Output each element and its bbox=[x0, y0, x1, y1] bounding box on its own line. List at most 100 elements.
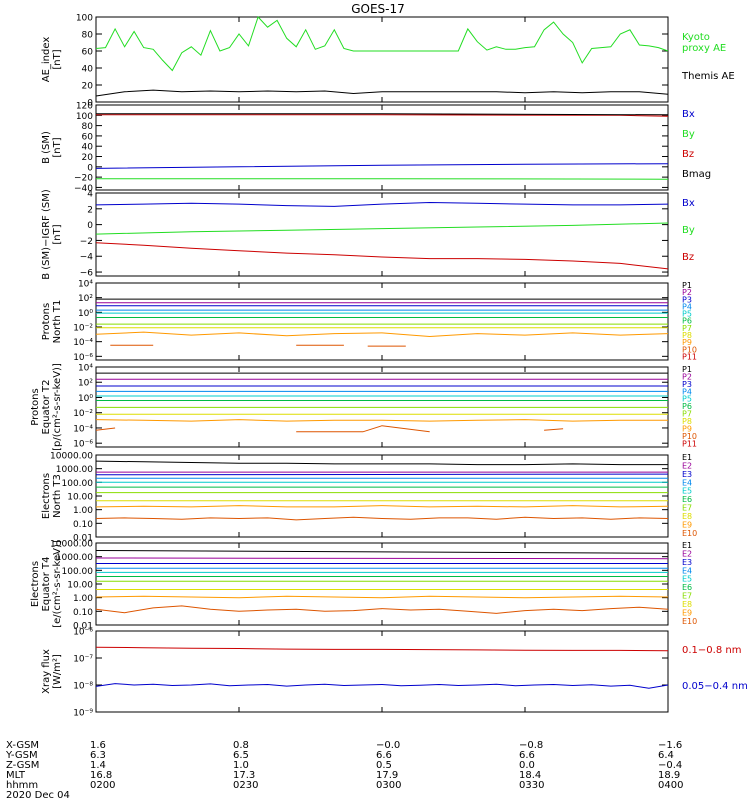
series-line-E9 bbox=[95, 505, 669, 508]
series-line-P10 bbox=[95, 427, 116, 431]
series-line-Themis-AE bbox=[95, 89, 669, 97]
legend-label: P9 bbox=[682, 424, 692, 433]
legend-label: E7 bbox=[682, 504, 692, 513]
legend-label: By bbox=[682, 225, 695, 236]
x-row-label: Z-GSM bbox=[6, 760, 39, 771]
legend-label: P8 bbox=[682, 331, 692, 340]
series-line-P10 bbox=[296, 425, 430, 433]
y-tick-label: −6 bbox=[80, 269, 94, 279]
y-tick-label: −4 bbox=[80, 253, 94, 263]
y-tick-label: 10000.00 bbox=[50, 540, 93, 550]
plot-title: GOES-17 bbox=[351, 2, 405, 16]
y-tick-label: 10⁻⁸ bbox=[73, 682, 93, 692]
y-tick-label: 10⁴ bbox=[78, 280, 93, 290]
x-tick-value: −0.8 bbox=[519, 740, 543, 751]
legend-label: E6 bbox=[682, 495, 692, 504]
y-tick-label: 10⁻⁴ bbox=[73, 338, 93, 348]
legend-label: Themis AE bbox=[681, 71, 735, 82]
y-tick-label: 10⁰ bbox=[78, 394, 93, 404]
panel-4: 10⁻⁶ 10⁻⁴ 10⁻² 10⁰ 10² 10⁴ Protons North T1 P1P2… bbox=[41, 280, 697, 363]
y-axis-label: [W/m²] bbox=[52, 654, 63, 689]
y-tick-label: 10⁻⁶ bbox=[73, 628, 93, 638]
legend-label: P5 bbox=[682, 310, 692, 319]
x-tick-value: 0200 bbox=[90, 780, 115, 791]
y-axis-label: Electrons bbox=[30, 561, 41, 607]
series-line-0-1-0-8-nm bbox=[95, 646, 669, 652]
y-tick-label: 10000.00 bbox=[50, 452, 93, 462]
x-tick-value: 18.4 bbox=[519, 770, 541, 781]
y-tick-label: 10⁴ bbox=[78, 364, 93, 374]
series-line-By bbox=[96, 178, 669, 180]
y-tick-label: 0.10 bbox=[73, 520, 93, 530]
panel-frame bbox=[95, 16, 669, 103]
legend-label: Bz bbox=[682, 149, 694, 160]
x-tick-value: 0230 bbox=[233, 780, 258, 791]
series-line-0-05-0-4-nm bbox=[95, 683, 669, 689]
series-line-Bmag bbox=[96, 113, 669, 116]
x-tick-value: −0.0 bbox=[376, 740, 400, 751]
y-tick-label: 10⁻⁶ bbox=[73, 353, 93, 363]
y-tick-label: 0.01 bbox=[73, 622, 93, 632]
legend-label: P11 bbox=[682, 352, 697, 361]
series-line-Bz bbox=[96, 114, 669, 117]
legend-label: E10 bbox=[682, 529, 697, 538]
y-axis-label: Equator T4 bbox=[41, 557, 52, 612]
panel-6: 0.01 0.10 1.00 10.00 100.00 1000.00 10000.00 El… bbox=[41, 452, 697, 544]
x-tick-value: 0330 bbox=[519, 780, 544, 791]
legend-label: P6 bbox=[682, 317, 692, 326]
y-axis-label: [p/(cm²-s-sr-keV)] bbox=[52, 363, 63, 451]
y-tick-label: 100 bbox=[76, 112, 93, 122]
y-axis-label: [nT] bbox=[52, 137, 63, 157]
panel-frame bbox=[95, 282, 669, 361]
panel-7: 0.01 0.10 1.00 10.00 100.00 1000.00 10000.00 El… bbox=[30, 540, 697, 632]
y-tick-label: −40 bbox=[74, 184, 93, 194]
x-tick-value: 6.6 bbox=[376, 750, 392, 761]
y-tick-label: 120 bbox=[76, 102, 93, 112]
series-line-E1 bbox=[95, 550, 669, 554]
y-tick-label: 10⁻² bbox=[73, 324, 93, 334]
legend-label: E7 bbox=[682, 592, 692, 601]
y-tick-label: 10⁻⁷ bbox=[73, 655, 93, 665]
legend-label: P7 bbox=[682, 410, 692, 419]
y-axis-label: North T3 bbox=[52, 474, 63, 518]
legend-label: 0.1−0.8 nm bbox=[682, 645, 741, 656]
y-axis-label: Protons bbox=[41, 303, 52, 340]
y-tick-label: 1000.00 bbox=[56, 465, 93, 475]
legend-label: By bbox=[682, 129, 695, 140]
x-tick-value: 0300 bbox=[376, 780, 401, 791]
panel-5: 10⁻⁶ 10⁻⁴ 10⁻² 10⁰ 10² 10⁴ Protons Equator T2 [p… bbox=[30, 363, 697, 451]
x-tick-value: 16.8 bbox=[90, 770, 112, 781]
x-row-label: X-GSM bbox=[6, 740, 39, 751]
series-line-E3 bbox=[95, 473, 669, 476]
x-tick-value: 0.5 bbox=[376, 760, 392, 771]
legend-label: P3 bbox=[682, 295, 692, 304]
legend-label: E8 bbox=[682, 512, 692, 521]
x-tick-value: −1.6 bbox=[658, 740, 682, 751]
y-tick-label: 2 bbox=[87, 205, 93, 215]
legend-label: P6 bbox=[682, 402, 692, 411]
x-tick-value: 1.0 bbox=[233, 760, 249, 771]
series-line-E10 bbox=[95, 605, 669, 614]
y-tick-label: 40 bbox=[82, 65, 94, 75]
y-tick-label: 10² bbox=[78, 379, 93, 389]
series-line-P10 bbox=[544, 428, 564, 431]
legend-label: proxy AE bbox=[682, 43, 726, 54]
legend-label: E3 bbox=[682, 558, 692, 567]
legend-label: E6 bbox=[682, 583, 692, 592]
panel-frame bbox=[95, 630, 669, 713]
y-tick-label: −2 bbox=[80, 237, 93, 247]
legend-label: Bx bbox=[682, 198, 695, 209]
legend-label: E4 bbox=[682, 478, 692, 487]
y-axis-label: Protons bbox=[30, 388, 41, 425]
legend-label: E3 bbox=[682, 470, 692, 479]
legend-label: P4 bbox=[682, 387, 692, 396]
x-row-label: hhmm bbox=[6, 780, 38, 791]
y-tick-label: 0.01 bbox=[73, 534, 93, 544]
x-tick-value: 0400 bbox=[658, 780, 683, 791]
legend-label: 0.05−0.4 nm bbox=[682, 681, 748, 692]
y-axis-label: Equator T2 bbox=[41, 380, 52, 435]
x-tick-value: 17.3 bbox=[233, 770, 255, 781]
y-tick-label: 0 bbox=[87, 99, 93, 109]
x-tick-value: 6.5 bbox=[233, 750, 249, 761]
